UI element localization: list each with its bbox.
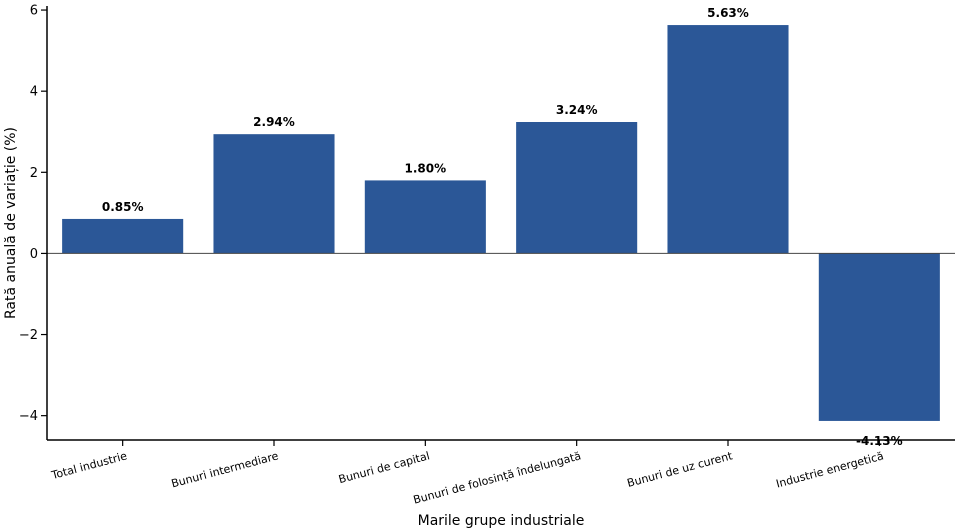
x-axis-title: Marile grupe industriale [418,513,585,529]
data-label: 3.24% [556,103,598,117]
x-tick-label: Bunuri de uz curent [626,449,735,490]
bar [818,253,940,421]
x-tick-label: Bunuri de folosință îndelungată [412,449,583,506]
y-tick-label: −4 [19,409,38,424]
y-tick-label: 4 [30,85,38,100]
data-label: 2.94% [253,115,295,129]
x-tick-label: Total industrie [49,449,128,482]
bar [667,25,789,254]
y-tick-label: 2 [30,166,38,181]
x-tick-label: Industrie energetică [775,449,885,490]
y-tick-label: −2 [19,328,38,343]
x-ticks-group: Total industrie Bunuri intermediare Bunuri… [49,440,885,507]
y-tick-label: 6 [30,4,38,19]
bars-group [62,25,940,421]
y-axis-title: Rată anuală de variație (%) [3,127,19,319]
bar [516,122,638,254]
x-tick-label: Bunuri de capital [337,449,431,486]
bar [62,218,184,254]
y-tick-label: 0 [30,247,38,262]
data-label: -4.13% [856,434,903,448]
y-ticks-group: −4 −2 0 2 4 6 [19,4,47,424]
bar [213,134,335,254]
data-label: 5.63% [707,6,749,20]
value-labels-group: 0.85% 2.94% 1.80% 3.24% 5.63% -4.13% [102,6,903,448]
x-tick-label: Bunuri intermediare [170,449,280,490]
data-label: 1.80% [405,161,447,175]
bar [364,180,486,254]
data-label: 0.85% [102,200,144,214]
